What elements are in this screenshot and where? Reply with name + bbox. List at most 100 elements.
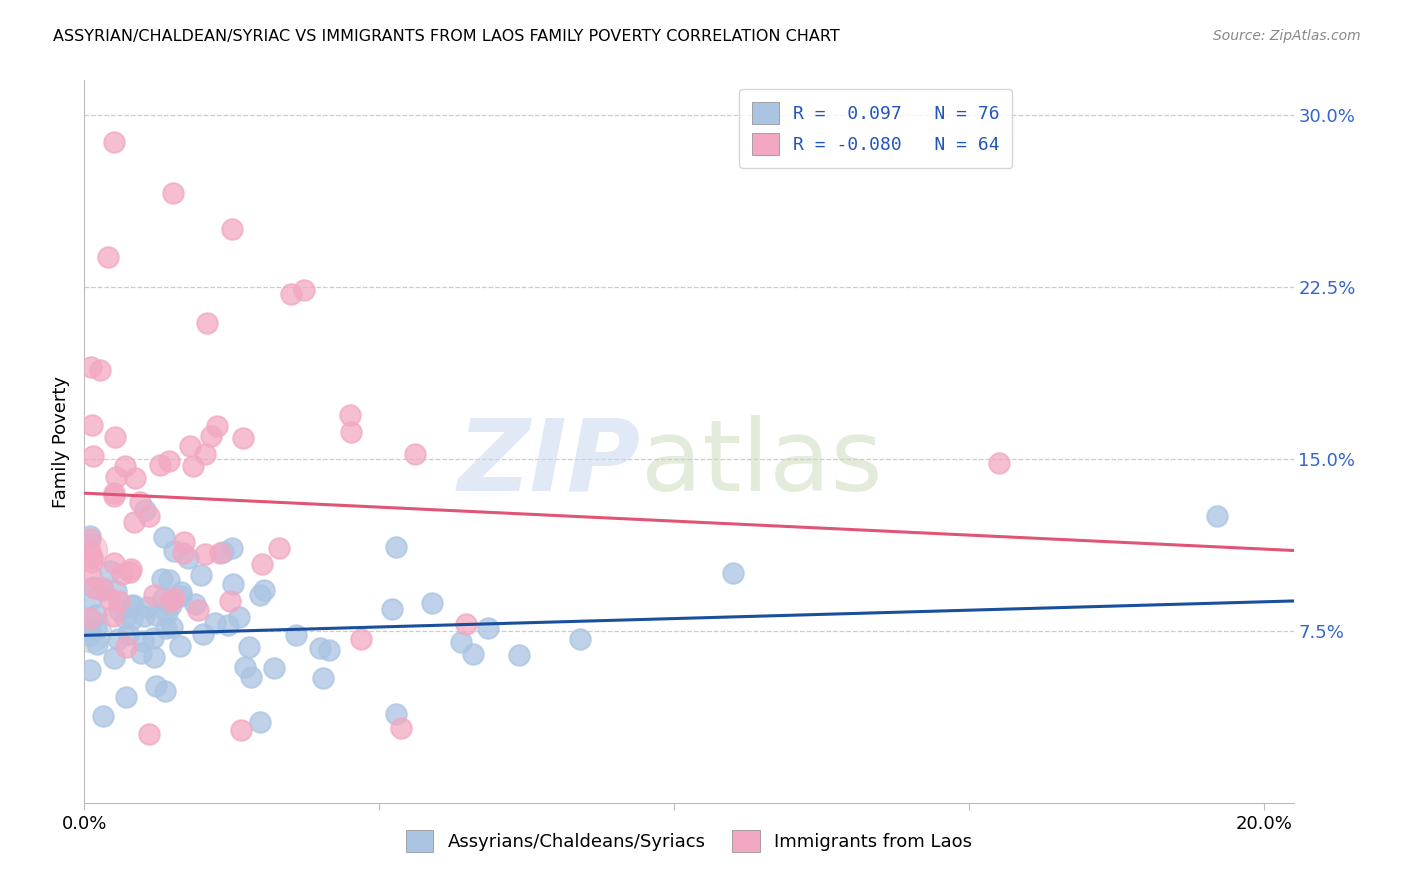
Point — [228, 610, 250, 624]
Point — [100, 592, 122, 607]
Point — [200, 429, 222, 443]
Point — [79, 566, 101, 581]
Point — [195, 317, 218, 331]
Point — [79, 664, 101, 678]
Point — [132, 634, 155, 648]
Point — [173, 534, 195, 549]
Point — [128, 495, 150, 509]
Point — [222, 577, 245, 591]
Point — [267, 541, 290, 556]
Point — [82, 555, 104, 569]
Point — [153, 684, 176, 698]
Point — [217, 617, 239, 632]
Point — [240, 670, 263, 684]
Point — [209, 546, 232, 560]
Point — [155, 621, 177, 635]
Point — [404, 447, 426, 461]
Point — [121, 562, 143, 576]
Point — [163, 591, 186, 606]
Point — [134, 609, 156, 624]
Point — [79, 529, 101, 543]
Point — [118, 566, 141, 580]
Point — [193, 627, 215, 641]
Point — [420, 596, 443, 610]
Point — [169, 639, 191, 653]
Point — [508, 648, 530, 662]
Point — [134, 503, 156, 517]
Point — [339, 408, 361, 422]
Point — [84, 622, 107, 636]
Point — [117, 626, 139, 640]
Point — [252, 558, 274, 572]
Point — [176, 551, 198, 566]
Point — [160, 620, 183, 634]
Point — [1205, 509, 1227, 524]
Point — [101, 609, 124, 624]
Point — [104, 469, 127, 483]
Point — [463, 647, 485, 661]
Point — [124, 471, 146, 485]
Point — [103, 557, 125, 571]
Text: atlas: atlas — [641, 415, 882, 512]
Point — [190, 568, 212, 582]
Point — [477, 621, 499, 635]
Point — [103, 651, 125, 665]
Point — [292, 283, 315, 297]
Point — [90, 581, 112, 595]
Point — [79, 543, 101, 558]
Point — [80, 417, 103, 432]
Point — [115, 640, 138, 654]
Point — [194, 447, 217, 461]
Point — [80, 550, 103, 565]
Point — [108, 602, 131, 616]
Point — [82, 449, 104, 463]
Point — [183, 597, 205, 611]
Point — [138, 727, 160, 741]
Point — [104, 429, 127, 443]
Point — [179, 439, 201, 453]
Point — [115, 690, 138, 704]
Point — [142, 632, 165, 646]
Point — [309, 640, 332, 655]
Point — [456, 617, 478, 632]
Point — [107, 632, 129, 646]
Point — [181, 459, 204, 474]
Point — [89, 362, 111, 376]
Point — [157, 454, 180, 468]
Point — [194, 547, 217, 561]
Point — [79, 624, 101, 638]
Point — [253, 582, 276, 597]
Point — [91, 583, 114, 598]
Point — [103, 135, 125, 149]
Point — [79, 532, 101, 546]
Point — [233, 659, 256, 673]
Point — [103, 486, 125, 500]
Point — [98, 564, 121, 578]
Point — [172, 546, 194, 560]
Point — [249, 715, 271, 730]
Point — [149, 458, 172, 472]
Point — [157, 573, 180, 587]
Point — [79, 611, 101, 625]
Point — [121, 599, 143, 613]
Point — [82, 580, 104, 594]
Point — [280, 287, 302, 301]
Point — [122, 516, 145, 530]
Point — [156, 607, 179, 621]
Point — [80, 592, 103, 607]
Point — [114, 611, 136, 625]
Point — [142, 649, 165, 664]
Point — [138, 509, 160, 524]
Point — [162, 186, 184, 200]
Point — [152, 572, 174, 586]
Point — [385, 706, 408, 721]
Point — [170, 584, 193, 599]
Point — [389, 721, 412, 735]
Point — [145, 679, 167, 693]
Point — [79, 624, 101, 638]
Point — [339, 425, 361, 439]
Point — [450, 635, 472, 649]
Text: ASSYRIAN/CHALDEAN/SYRIAC VS IMMIGRANTS FROM LAOS FAMILY POVERTY CORRELATION CHAR: ASSYRIAN/CHALDEAN/SYRIAC VS IMMIGRANTS F… — [53, 29, 841, 44]
Point — [107, 593, 129, 607]
Point — [135, 600, 157, 615]
